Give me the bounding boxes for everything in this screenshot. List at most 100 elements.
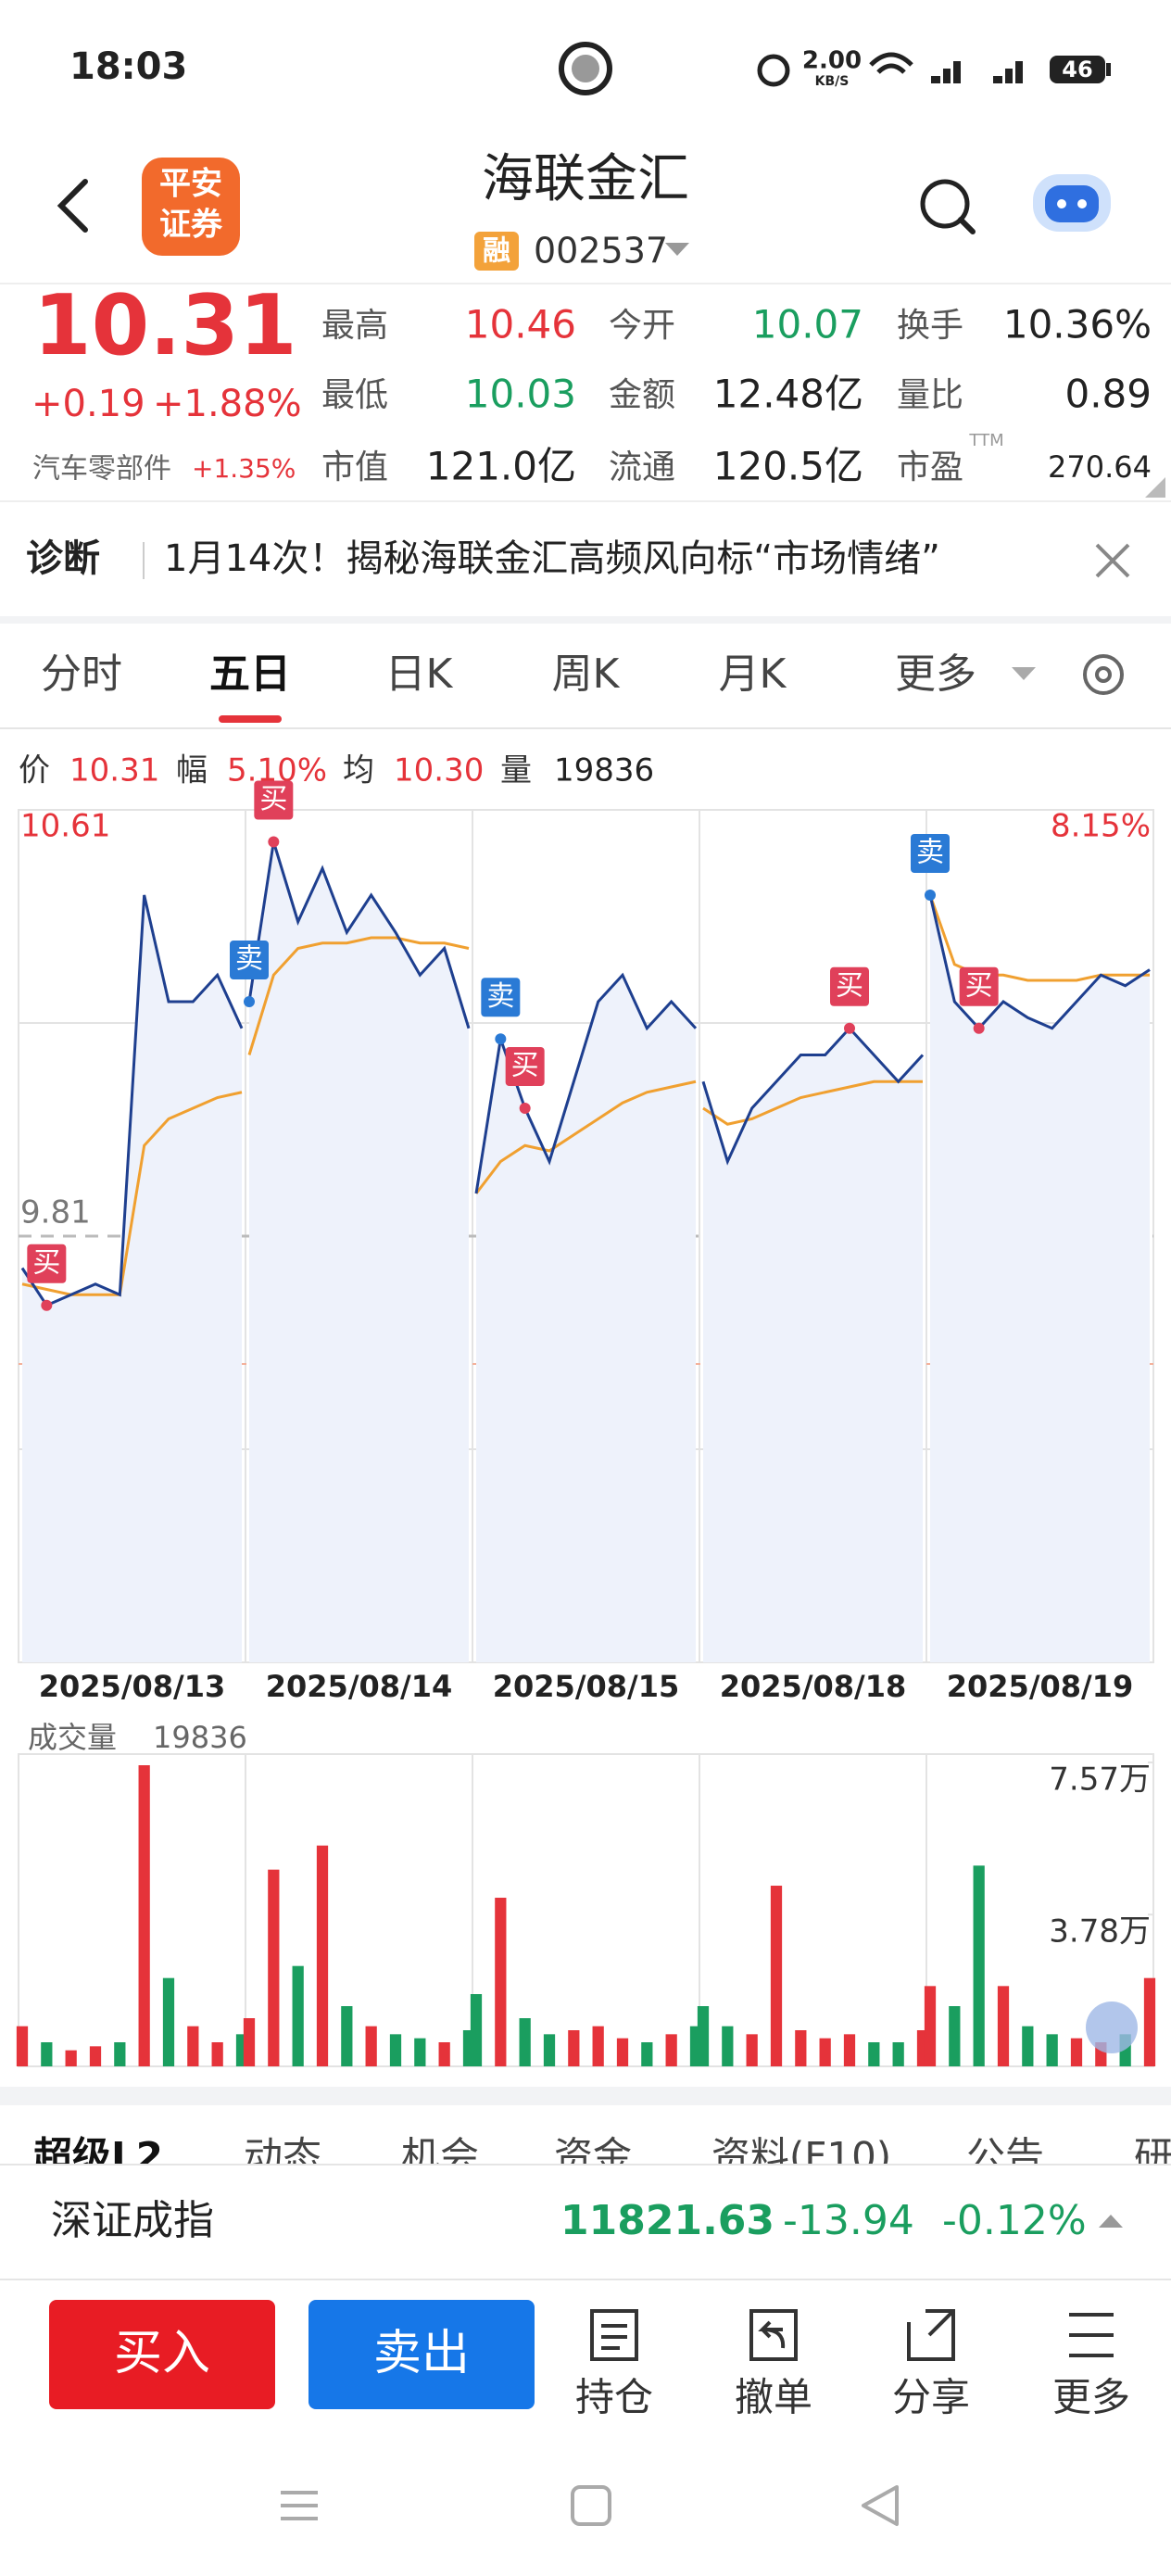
- fullscreen-button[interactable]: [1086, 2001, 1138, 2053]
- volume-bar: [997, 1986, 1010, 2066]
- volume-bar: [16, 2026, 29, 2066]
- code-dropdown[interactable]: [665, 243, 689, 256]
- tool-label[interactable]: 更多: [1052, 2375, 1130, 2420]
- avg-line: [474, 1080, 697, 1194]
- volume-bar: [746, 2034, 758, 2066]
- info-label: 量: [500, 752, 532, 789]
- stat-label: 最低: [321, 376, 388, 414]
- signal-icon: [931, 61, 961, 83]
- volume-title: 成交量: [28, 1720, 117, 1755]
- info-value: 10.31: [69, 752, 159, 789]
- date-label: 2025/08/14: [266, 1669, 453, 1704]
- volume-bar: [187, 2026, 199, 2066]
- volume-bar: [414, 2038, 426, 2066]
- index-change: -13.94: [783, 2197, 914, 2244]
- pe-suffix: TTM: [968, 431, 1003, 450]
- close-button[interactable]: [1095, 543, 1130, 578]
- trade-dot: [41, 1299, 53, 1311]
- date-label: 2025/08/15: [493, 1669, 680, 1704]
- trade-dot: [973, 1022, 985, 1034]
- price-area: [930, 895, 1150, 1662]
- info-value: 10.30: [394, 752, 484, 789]
- volume-bar: [616, 2038, 629, 2066]
- tool-label[interactable]: 分享: [892, 2375, 970, 2420]
- volume-bar: [1070, 2038, 1083, 2066]
- search-icon-handle: [958, 217, 976, 234]
- nav-home[interactable]: [571, 2485, 611, 2526]
- info-label: 均: [343, 752, 374, 789]
- trade-label: 卖: [916, 837, 944, 869]
- price-line: [247, 841, 471, 1029]
- sell-button[interactable]: [308, 2300, 535, 2409]
- last-price: 10.31: [33, 277, 297, 374]
- volume-bar: [722, 2026, 734, 2066]
- diagnosis-text[interactable]: 1月14次！揭秘海联金汇高频风向标“市场情绪”: [164, 537, 940, 580]
- volume-bar: [543, 2034, 556, 2066]
- logo-text: 证券: [159, 207, 223, 244]
- chart-tab[interactable]: 月K: [719, 650, 787, 698]
- settings-icon-core: [1095, 666, 1112, 683]
- broker-logo: [142, 158, 240, 256]
- chart-tab[interactable]: 五日: [209, 650, 291, 698]
- expand-corner[interactable]: [1145, 477, 1165, 498]
- nav-back[interactable]: [862, 2485, 899, 2526]
- trade-badge: [254, 780, 294, 820]
- sector-name[interactable]: 汽车零部件: [32, 453, 171, 486]
- assistant-eye: [1077, 199, 1087, 208]
- tool-icon[interactable]: [1069, 2313, 1114, 2357]
- assistant-face: [1045, 185, 1099, 222]
- status-time: 18:03: [69, 45, 187, 88]
- volume-bar: [365, 2026, 377, 2066]
- chart-tab[interactable]: 分时: [41, 650, 122, 698]
- chart-tab[interactable]: 日K: [385, 650, 454, 698]
- tab-indicator: [219, 715, 282, 723]
- battery-level: 46: [1062, 57, 1092, 82]
- stat-label: 换手: [897, 307, 963, 345]
- buy-button[interactable]: [49, 2300, 275, 2409]
- volume-bar: [819, 2038, 831, 2066]
- volume-bar: [162, 1977, 175, 2066]
- back-button[interactable]: [57, 179, 88, 233]
- trade-badge: [27, 1244, 67, 1283]
- tool-icon[interactable]: [749, 2309, 798, 2361]
- trade-badge: [959, 966, 999, 1006]
- avg-line: [702, 1080, 923, 1126]
- buy-label[interactable]: 买入: [114, 2326, 210, 2381]
- chart-tab[interactable]: 更多: [895, 650, 976, 698]
- volume-bar: [1143, 1977, 1156, 2066]
- battery-body: [1050, 56, 1105, 83]
- index-expand: [1099, 2215, 1123, 2228]
- stock-code: 002537: [534, 231, 668, 271]
- tool-label[interactable]: 持仓: [575, 2375, 653, 2420]
- tool-label[interactable]: 撤单: [735, 2375, 812, 2420]
- trade-dot: [925, 890, 936, 901]
- volume-bar: [65, 2050, 77, 2066]
- volume-tick-label: 3.78万: [1049, 1913, 1151, 1951]
- volume-bar: [949, 2006, 961, 2066]
- stat-label: 流通: [609, 448, 675, 486]
- volume-bar: [641, 2042, 653, 2066]
- stat-label: 量比: [897, 376, 963, 414]
- spacer: [0, 2087, 1171, 2105]
- price-area: [703, 1028, 923, 1662]
- stat-label: 市值: [321, 448, 388, 486]
- trade-label: 买: [511, 1050, 539, 1082]
- chart-tab[interactable]: 周K: [552, 650, 621, 698]
- tool-icon[interactable]: [907, 2309, 955, 2361]
- index-name[interactable]: 深证成指: [51, 2197, 214, 2244]
- tool-icon[interactable]: [590, 2309, 638, 2361]
- sell-label[interactable]: 卖出: [373, 2326, 470, 2381]
- price-line: [928, 894, 1151, 1030]
- nav-menu[interactable]: [281, 2491, 318, 2520]
- wifi-icon: [869, 52, 913, 74]
- settings-icon[interactable]: [1083, 654, 1124, 695]
- info-label: 价: [19, 752, 50, 789]
- pct-tick-label: 8.15%: [1051, 808, 1151, 845]
- trade-badge: [911, 834, 950, 873]
- search-icon[interactable]: [920, 179, 970, 229]
- index-change-pct: -0.12%: [942, 2197, 1087, 2244]
- trade-dot: [244, 996, 255, 1007]
- assistant-eye: [1057, 199, 1066, 208]
- diagnosis-label: 诊断: [26, 537, 100, 580]
